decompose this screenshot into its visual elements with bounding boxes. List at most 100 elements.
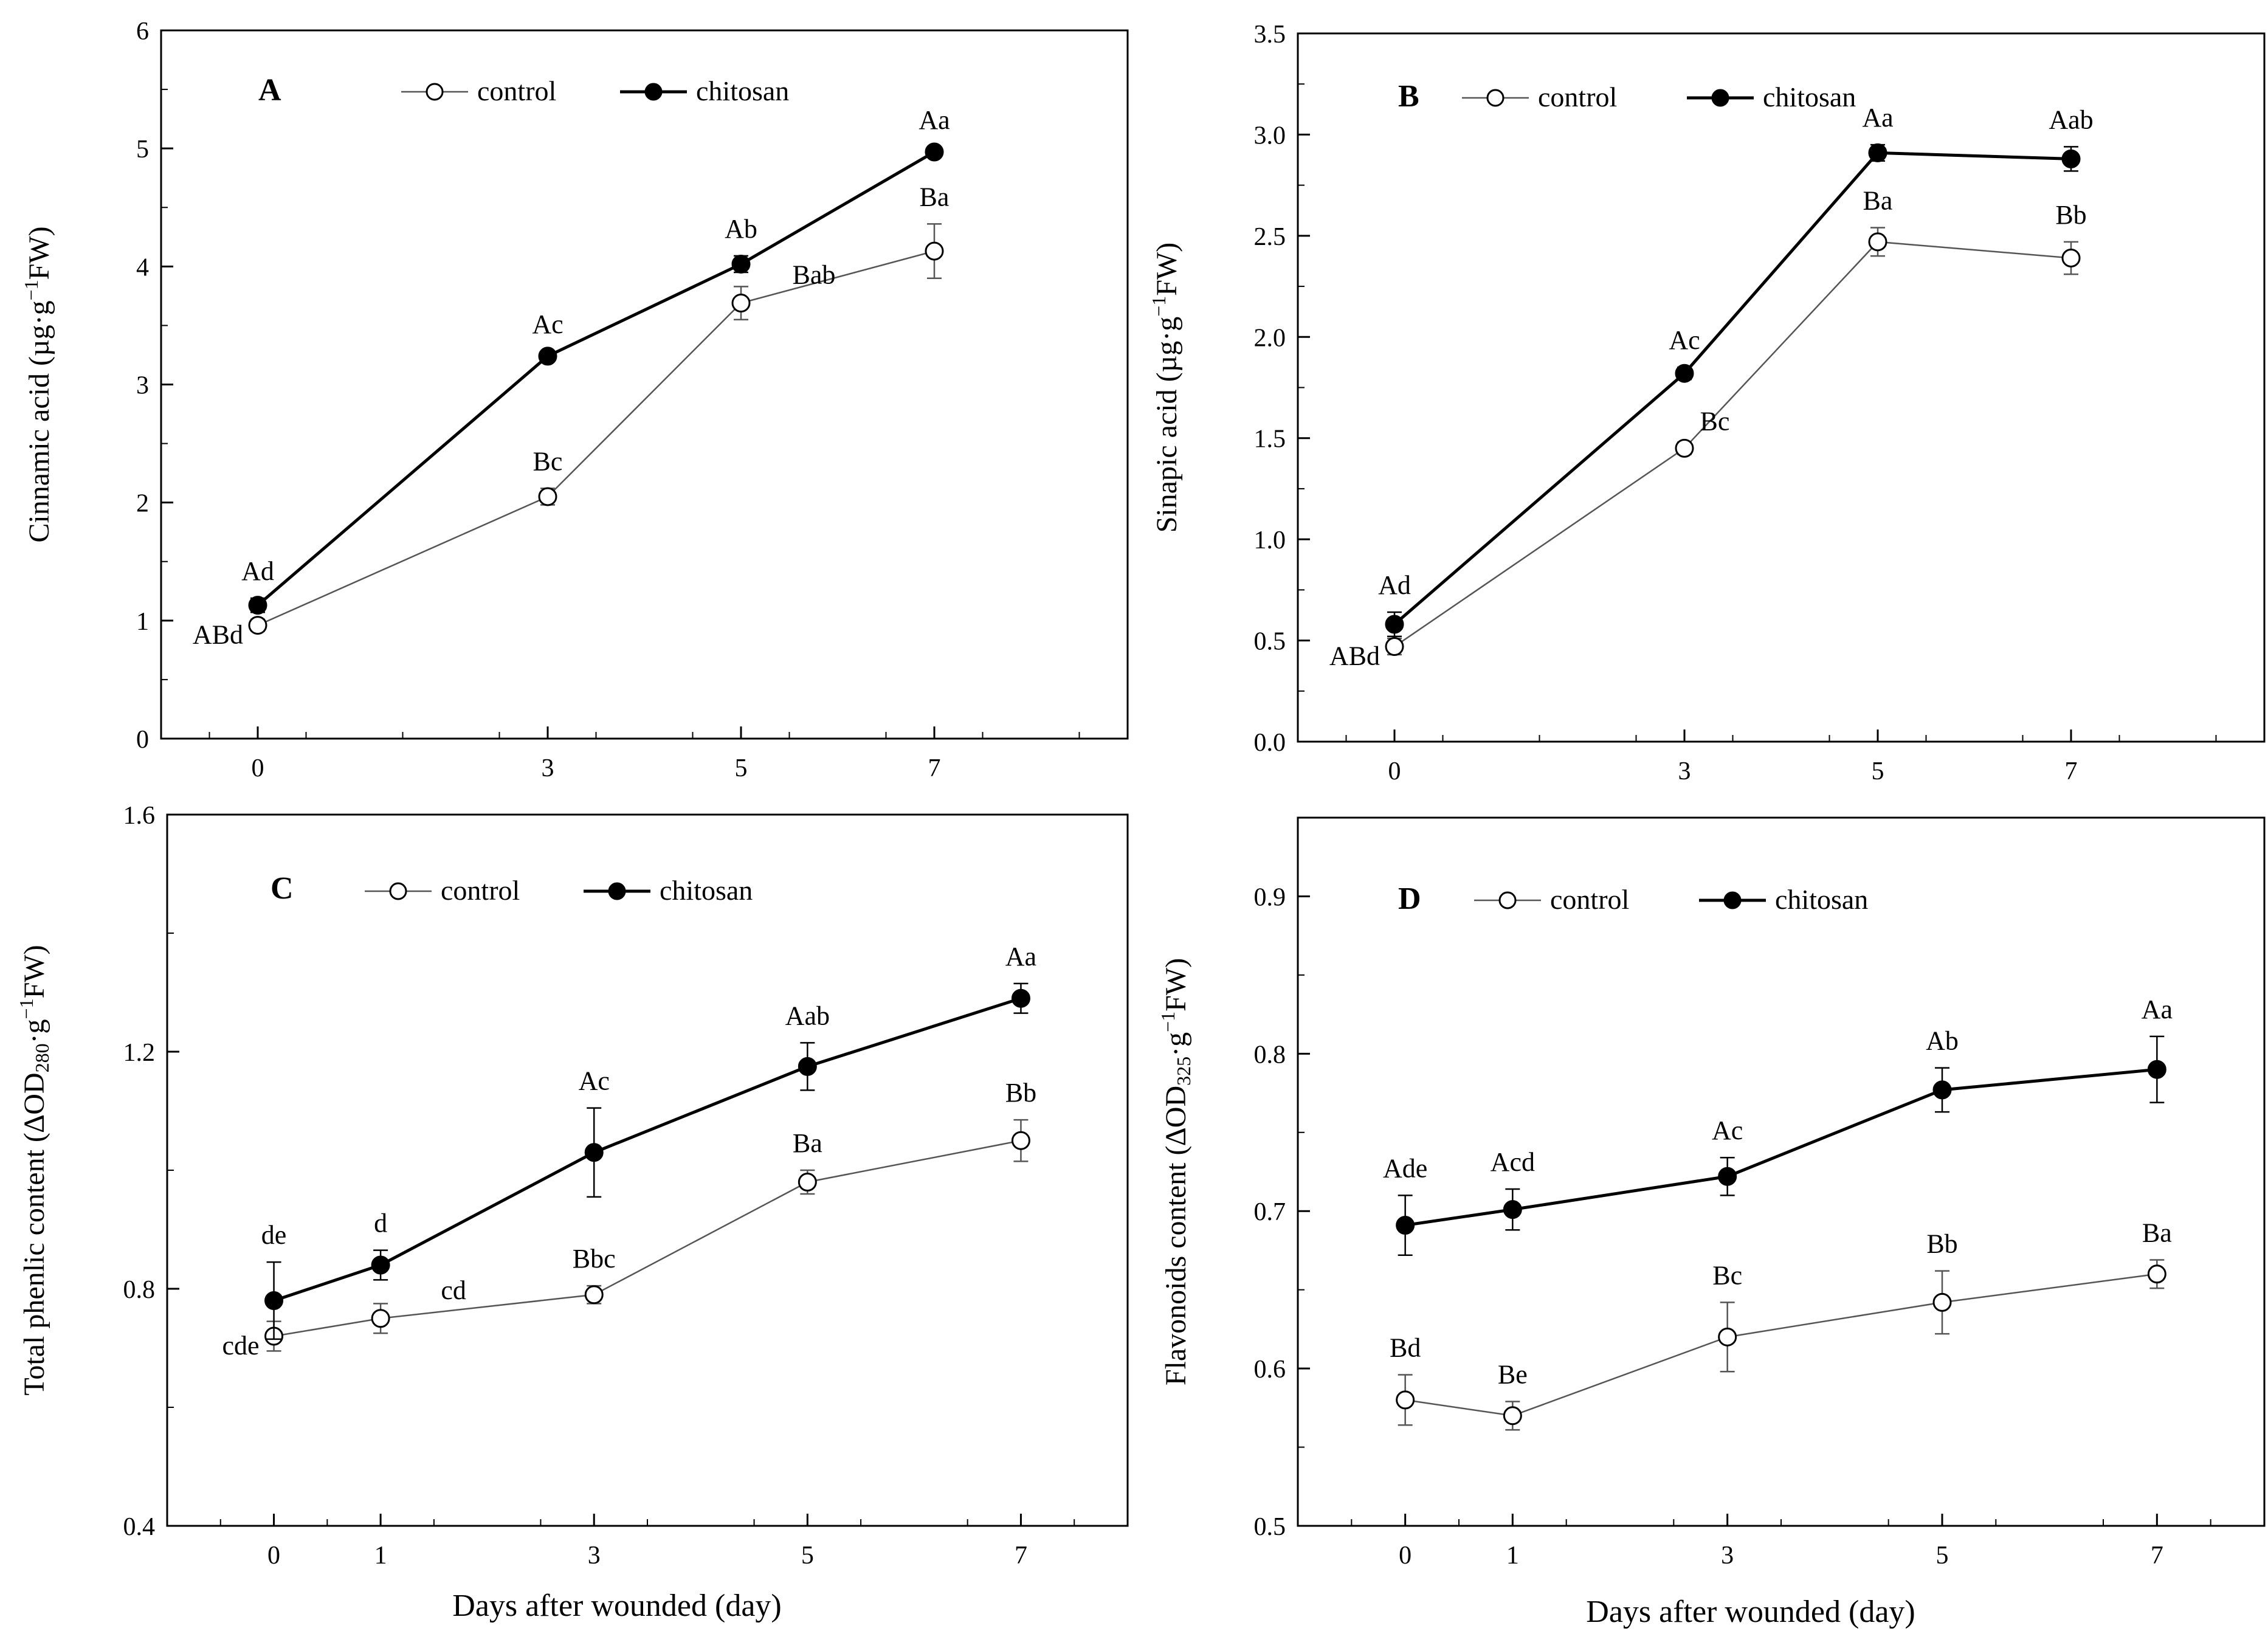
data-point-control: [925, 241, 944, 261]
series-line-control: [1394, 241, 2072, 647]
significance-label-control: Bb: [1005, 1078, 1036, 1108]
significance-label-chitosan: Aa: [2142, 995, 2173, 1024]
x-tick-label: 7: [2065, 757, 2078, 785]
data-point-chitosan: [1675, 364, 1694, 383]
legend-label-control: control: [1550, 884, 1629, 915]
y-tick-label: 0.8: [1254, 1041, 1286, 1069]
significance-label-control: Bab: [793, 260, 836, 290]
significance-label-chitosan: Ade: [1383, 1153, 1427, 1183]
significance-label-chitosan: d: [374, 1209, 387, 1238]
data-point-chitosan: [925, 142, 944, 162]
significance-label-chitosan: Ac: [579, 1066, 610, 1096]
data-point-control: [1396, 1390, 1415, 1410]
significance-label-chitosan: Ac: [1669, 325, 1700, 355]
significance-label-control: Bbc: [573, 1244, 616, 1274]
x-tick-label: 1: [1506, 1542, 1519, 1570]
data-point-chitosan: [584, 1143, 604, 1162]
x-tick-label: 1: [374, 1542, 387, 1570]
data-point-chitosan: [371, 1255, 390, 1275]
significance-label-control: ABd: [1329, 641, 1380, 671]
significance-label-chitosan: Ac: [532, 309, 563, 339]
x-tick-label: 0: [1399, 1542, 1411, 1570]
data-point-control: [1718, 1327, 1737, 1347]
significance-label-chitosan: Aa: [1862, 103, 1893, 133]
significance-label-control: Ba: [2142, 1218, 2172, 1247]
y-tick-label: 0.9: [1254, 883, 1286, 911]
significance-label-chitosan: Aa: [919, 105, 950, 135]
legend-label-control: control: [441, 875, 520, 906]
legend-label-chitosan: chitosan: [696, 75, 789, 106]
significance-label-control: Ba: [1863, 186, 1893, 216]
chart-panel-C: 0.4 0.8 1.2 1.6 0 1 3 5 7 Total phenlic content (…: [15, 802, 1129, 1570]
y-tick-label: 2.0: [1254, 324, 1286, 352]
significance-label-control: Be: [1498, 1359, 1528, 1389]
data-point-chitosan: [2147, 1060, 2166, 1079]
series-line-chitosan: [1393, 151, 2072, 626]
significance-label-chitosan: Ab: [725, 214, 757, 244]
y-axis-title: Total phenlic content (∆OD280·g−1FW): [15, 945, 53, 1395]
y-tick-label: 2.5: [1254, 223, 1286, 251]
legend-marker-chitosan: [644, 83, 663, 101]
data-point-control: [1503, 1406, 1522, 1426]
legend-marker-control: [389, 882, 407, 900]
significance-label-control: Bd: [1390, 1333, 1421, 1362]
significance-label-chitosan: Aa: [1005, 942, 1036, 971]
data-point-chitosan: [538, 347, 557, 366]
x-tick-label: 3: [1721, 1542, 1734, 1570]
series-line-chitosan: [257, 150, 936, 607]
data-point-chitosan: [1718, 1167, 1737, 1186]
y-tick-label: 1.6: [123, 802, 156, 830]
y-tick-label: 0.4: [123, 1513, 156, 1541]
chart-panel-B: 0.0 0.5 1.0 1.5 2.0 2.5 3.0 3.5 0 3 5 7 Sinapic acid…: [1148, 21, 2266, 785]
significance-label-chitosan: Ab: [1926, 1026, 1959, 1056]
legend-marker-chitosan: [1711, 89, 1729, 107]
significance-label-chitosan: Acd: [1491, 1147, 1535, 1177]
y-tick-label: 3.0: [1254, 122, 1286, 150]
panel-letter: B: [1398, 79, 1419, 114]
x-tick-label: 7: [1015, 1542, 1027, 1570]
y-tick-label: 0.7: [1254, 1198, 1286, 1226]
data-point-chitosan: [1868, 143, 1887, 162]
x-tick-label: 7: [928, 754, 941, 782]
data-point-chitosan: [248, 596, 267, 615]
data-point-control: [584, 1285, 604, 1305]
legend-label-control: control: [477, 75, 556, 106]
significance-label-chitosan: Ac: [1712, 1116, 1743, 1145]
y-tick-label: 5: [136, 136, 149, 164]
x-tick-label: 3: [542, 754, 554, 782]
series-line-control: [257, 250, 935, 626]
legend-marker-chitosan: [1723, 891, 1742, 909]
y-tick-label: 3.5: [1254, 21, 1286, 49]
panel-letter: C: [271, 871, 294, 906]
x-axis-title-right: Days after wounded (day): [1586, 1595, 1915, 1629]
significance-label-control: Bb: [2055, 200, 2086, 230]
panel-letter: D: [1398, 881, 1421, 916]
data-point-control: [1675, 438, 1694, 458]
significance-label-chitosan: Ad: [241, 556, 274, 586]
data-point-chitosan: [731, 254, 751, 274]
y-tick-label: 0: [136, 726, 149, 754]
data-point-control: [2147, 1264, 2166, 1284]
data-point-control: [1932, 1292, 1952, 1312]
significance-label-control: Bc: [1700, 406, 1730, 436]
x-tick-label: 3: [1678, 757, 1691, 785]
data-point-chitosan: [1011, 988, 1030, 1008]
legend-label-control: control: [1538, 81, 1617, 112]
data-point-control: [371, 1309, 390, 1328]
chart-panel-A: 0 1 2 3 4 5 6 0 3 5 7 Cinnamic acid (µg·g−1FW) A cont…: [20, 18, 1129, 782]
data-point-control: [1385, 637, 1404, 657]
y-tick-label: 3: [136, 372, 149, 400]
y-tick-label: 4: [136, 253, 149, 281]
data-point-chitosan: [2061, 149, 2081, 168]
x-tick-label: 0: [1388, 757, 1401, 785]
significance-label-control: cd: [441, 1275, 466, 1305]
data-point-control: [731, 294, 751, 313]
significance-label-control: ABd: [193, 620, 243, 650]
x-tick-label: 5: [1872, 757, 1884, 785]
y-tick-label: 0.6: [1254, 1356, 1286, 1384]
y-tick-label: 1.5: [1254, 426, 1286, 453]
significance-label-chitosan: de: [261, 1220, 287, 1250]
panel-letter: A: [258, 73, 281, 108]
data-point-control: [1868, 232, 1887, 252]
